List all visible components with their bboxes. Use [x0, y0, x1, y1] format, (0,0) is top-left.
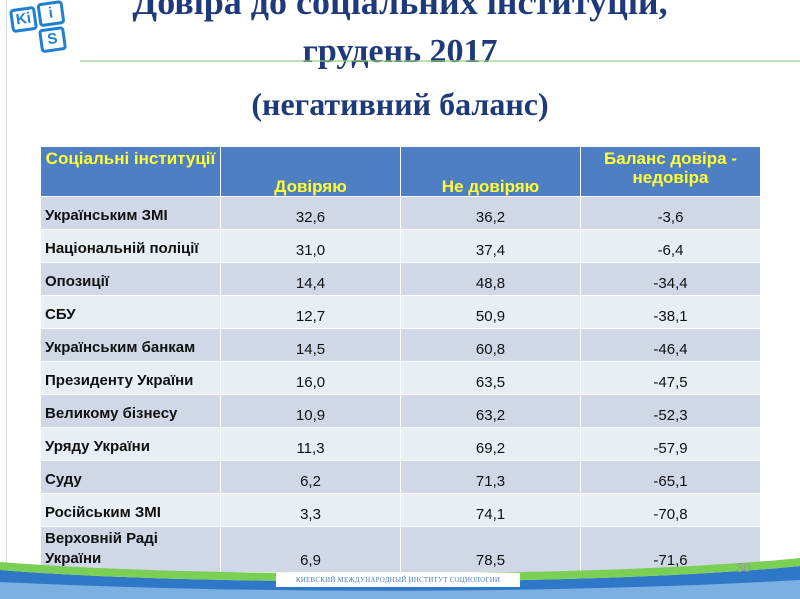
- table-row: Національній поліції 31,0 37,4 -6,4: [40, 229, 761, 263]
- institution-cell: Українським ЗМІ: [40, 196, 221, 230]
- institution-cell: Українським банкам: [40, 328, 221, 362]
- table-row: Українським ЗМІ 32,6 36,2 -3,6: [40, 196, 761, 230]
- table-row: СБУ 12,7 50,9 -38,1: [40, 295, 761, 329]
- title-divider: [80, 60, 800, 62]
- distrust-cell: 63,2: [400, 394, 581, 428]
- title-line-2: грудень 2017: [302, 33, 498, 70]
- header-distrust: Не довіряю: [400, 146, 581, 197]
- distrust-cell: 36,2: [400, 196, 581, 230]
- trust-cell: 6,9: [220, 526, 401, 573]
- distrust-cell: 50,9: [400, 295, 581, 329]
- table-row: Президенту України 16,0 63,5 -47,5: [40, 361, 761, 395]
- trust-cell: 16,0: [220, 361, 401, 395]
- title-line-1: Довіра до соціальних інституцій,: [132, 0, 668, 22]
- trust-cell: 31,0: [220, 229, 401, 263]
- distrust-cell: 71,3: [400, 460, 581, 494]
- trust-cell: 6,2: [220, 460, 401, 494]
- trust-cell: 11,3: [220, 427, 401, 461]
- institute-name: КИЕВСКИЙ МЕЖДУНАРОДНЫЙ ИНСТИТУТ СОЦИОЛОГ…: [276, 573, 520, 587]
- distrust-cell: 63,5: [400, 361, 581, 395]
- distrust-cell: 37,4: [400, 229, 581, 263]
- balance-cell: -70,8: [580, 493, 761, 527]
- trust-cell: 3,3: [220, 493, 401, 527]
- institution-cell: Опозиції: [40, 262, 221, 296]
- table-row: Великому бізнесу 10,9 63,2 -52,3: [40, 394, 761, 428]
- table-row: Суду 6,2 71,3 -65,1: [40, 460, 761, 494]
- institution-cell: Великому бізнесу: [40, 394, 221, 428]
- footer-wave-light: [0, 580, 800, 599]
- table-header-row: Соціальні інституції Довіряю Не довіряю …: [40, 146, 761, 197]
- balance-cell: -47,5: [580, 361, 761, 395]
- balance-cell: -65,1: [580, 460, 761, 494]
- balance-cell: -46,4: [580, 328, 761, 362]
- left-divider: [6, 0, 7, 599]
- distrust-cell: 69,2: [400, 427, 581, 461]
- balance-cell: -38,1: [580, 295, 761, 329]
- distrust-cell: 60,8: [400, 328, 581, 362]
- table-row: Верховній Раді України 6,9 78,5 -71,6: [40, 526, 761, 573]
- balance-cell: -52,3: [580, 394, 761, 428]
- institution-cell: Уряду України: [40, 427, 221, 461]
- header-trust: Довіряю: [220, 146, 401, 197]
- institution-cell: Національній поліції: [40, 229, 221, 263]
- trust-table: Соціальні інституції Довіряю Не довіряю …: [40, 146, 761, 573]
- trust-cell: 32,6: [220, 196, 401, 230]
- title-line-3: (негативний баланс): [251, 86, 549, 122]
- distrust-cell: 74,1: [400, 493, 581, 527]
- table-row: Уряду України 11,3 69,2 -57,9: [40, 427, 761, 461]
- header-balance: Баланс довіра - недовіра: [580, 146, 761, 197]
- institution-cell: Російським ЗМІ: [40, 493, 221, 527]
- header-institutions: Соціальні інституції: [40, 146, 221, 197]
- table-row: Опозиції 14,4 48,8 -34,4: [40, 262, 761, 296]
- institution-cell: СБУ: [40, 295, 221, 329]
- institution-cell: Президенту України: [40, 361, 221, 395]
- trust-cell: 14,5: [220, 328, 401, 362]
- trust-cell: 14,4: [220, 262, 401, 296]
- trust-cell: 12,7: [220, 295, 401, 329]
- table-row: Російським ЗМІ 3,3 74,1 -70,8: [40, 493, 761, 527]
- distrust-cell: 48,8: [400, 262, 581, 296]
- institution-cell: Суду: [40, 460, 221, 494]
- balance-cell: -57,9: [580, 427, 761, 461]
- institution-cell: Верховній Раді України: [40, 526, 221, 573]
- table-row: Українським банкам 14,5 60,8 -46,4: [40, 328, 761, 362]
- distrust-cell: 78,5: [400, 526, 581, 573]
- trust-cell: 10,9: [220, 394, 401, 428]
- footer-wave-green: [0, 558, 800, 582]
- page-number: 30: [736, 560, 751, 575]
- balance-cell: -6,4: [580, 229, 761, 263]
- balance-cell: -34,4: [580, 262, 761, 296]
- balance-cell: -3,6: [580, 196, 761, 230]
